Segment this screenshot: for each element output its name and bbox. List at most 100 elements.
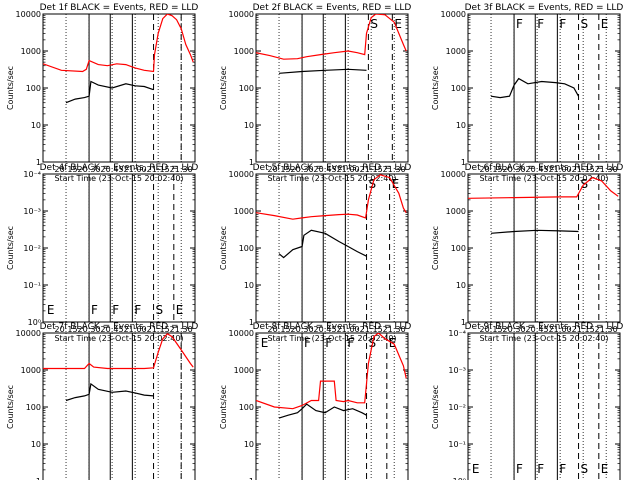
y-axis-label: Counts/sec	[431, 226, 440, 270]
x-tick-label: 21:30	[595, 325, 618, 334]
x-tick-label: 21:30	[595, 165, 618, 174]
panel-title: Det 5f BLACK = Events, RED = LLD	[253, 163, 412, 173]
event-marker-label: S	[370, 17, 378, 31]
y-tick-label: 10⁻⁴	[23, 170, 41, 179]
series-line-events	[278, 403, 367, 419]
y-tick-label: 100	[239, 244, 254, 253]
y-tick-label: 10⁻³	[448, 366, 466, 375]
y-tick-label: 10	[456, 281, 466, 290]
x-tick-label: 21:00	[337, 165, 360, 174]
y-tick-label: 10	[31, 121, 41, 130]
panel-det-9: Det 9f BLACK = Events, RED = LLD20:1520:…	[431, 322, 623, 480]
y-axis-label: Counts/sec	[431, 385, 440, 429]
y-tick-label: 1	[249, 477, 254, 480]
x-tick-label: 20:45	[101, 165, 124, 174]
event-marker-label: E	[394, 17, 402, 31]
series-line-lld	[256, 14, 407, 60]
x-tick-label: 21:30	[170, 165, 193, 174]
panel-title: Det 6f BLACK = Events, RED = LLD	[465, 163, 624, 173]
y-tick-label: 10⁻³	[23, 207, 41, 216]
series-line-lld	[468, 176, 619, 199]
x-tick-label: 20:30	[503, 325, 526, 334]
panel-title: Det 4f BLACK = Events, RED = LLD	[40, 163, 199, 173]
y-tick-label: 1000	[446, 207, 466, 216]
x-tick-label: 21:30	[383, 325, 406, 334]
event-marker-label: F	[559, 17, 566, 31]
series-line-events	[65, 80, 154, 104]
y-tick-label: 10⁻¹	[23, 281, 41, 290]
x-axis-label: Start Time (23-Oct-15 20:02:40)	[479, 174, 608, 183]
y-axis-label: Counts/sec	[219, 226, 228, 270]
panel-title: Det 1f BLACK = Events, RED = LLD	[40, 3, 199, 13]
event-marker-label: F	[537, 17, 544, 31]
event-marker-label: E	[261, 336, 269, 350]
panel-title: Det 2f BLACK = Events, RED = LLD	[253, 3, 412, 13]
y-tick-label: 1000	[234, 366, 254, 375]
y-tick-label: 10⁻⁴	[448, 329, 466, 338]
x-tick-label: 21:15	[147, 165, 170, 174]
y-axis-label: Counts/sec	[219, 385, 228, 429]
y-tick-label: 1000	[21, 366, 41, 375]
y-tick-label: 100	[26, 403, 41, 412]
y-tick-label: 10000	[441, 10, 466, 19]
y-axis-label: Counts/sec	[6, 66, 15, 110]
y-tick-label: 10000	[229, 329, 254, 338]
y-axis-label: Counts/sec	[219, 66, 228, 110]
series-line-lld	[43, 14, 194, 73]
y-tick-label: 10	[31, 440, 41, 449]
y-tick-label: 100	[451, 244, 466, 253]
x-tick-label: 21:00	[124, 325, 147, 334]
x-tick-label: 21:30	[383, 165, 406, 174]
series-line-events	[490, 229, 579, 234]
event-marker-label: F	[112, 303, 119, 317]
panel-title: Det 3f BLACK = Events, RED = LLD	[465, 3, 624, 13]
x-tick-label: 21:15	[360, 325, 383, 334]
x-axis-label: Start Time (23-Oct-15 20:02:40)	[54, 334, 183, 343]
x-axis-label: Start Time (23-Oct-15 20:02:40)	[267, 174, 396, 183]
y-tick-label: 10⁰	[28, 318, 41, 327]
panel-det-8: Det 8f BLACK = Events, RED = LLD20:1520:…	[219, 322, 411, 480]
y-tick-label: 10	[456, 121, 466, 130]
x-tick-label: 20:15	[479, 165, 502, 174]
event-marker-label: F	[347, 336, 354, 350]
series-line-events	[278, 229, 367, 259]
x-tick-label: 20:45	[526, 325, 549, 334]
event-marker-label: S	[156, 303, 164, 317]
y-tick-label: 10	[244, 281, 254, 290]
y-tick-label: 10	[244, 121, 254, 130]
y-tick-label: 10⁻²	[448, 403, 466, 412]
series-line-events	[278, 68, 367, 74]
panel-det-7: Det 7f BLACK = Events, RED = LLD20:1520:…	[6, 322, 198, 480]
x-tick-label: 20:15	[54, 165, 77, 174]
event-marker-label: E	[472, 462, 480, 476]
x-tick-label: 20:15	[267, 165, 290, 174]
y-tick-label: 10000	[229, 170, 254, 179]
y-tick-label: 10⁻¹	[448, 440, 466, 449]
y-tick-label: 10000	[16, 10, 41, 19]
x-tick-label: 20:15	[54, 325, 77, 334]
event-marker-label: F	[516, 17, 523, 31]
y-tick-label: 10000	[16, 329, 41, 338]
x-tick-label: 20:30	[78, 165, 101, 174]
x-axis-label: Start Time (23-Oct-15 20:02:40)	[54, 174, 183, 183]
y-tick-label: 10⁰	[453, 477, 466, 480]
event-marker-label: F	[537, 462, 544, 476]
event-marker-label: F	[559, 462, 566, 476]
y-tick-label: 10	[244, 440, 254, 449]
series-line-lld	[43, 333, 194, 370]
series-line-events	[490, 77, 580, 99]
x-tick-label: 21:00	[549, 325, 572, 334]
y-tick-label: 10⁻²	[23, 244, 41, 253]
x-tick-label: 21:15	[572, 325, 595, 334]
x-tick-label: 20:15	[267, 325, 290, 334]
y-tick-label: 100	[26, 84, 41, 93]
x-tick-label: 21:15	[360, 165, 383, 174]
event-marker-label: S	[581, 17, 589, 31]
